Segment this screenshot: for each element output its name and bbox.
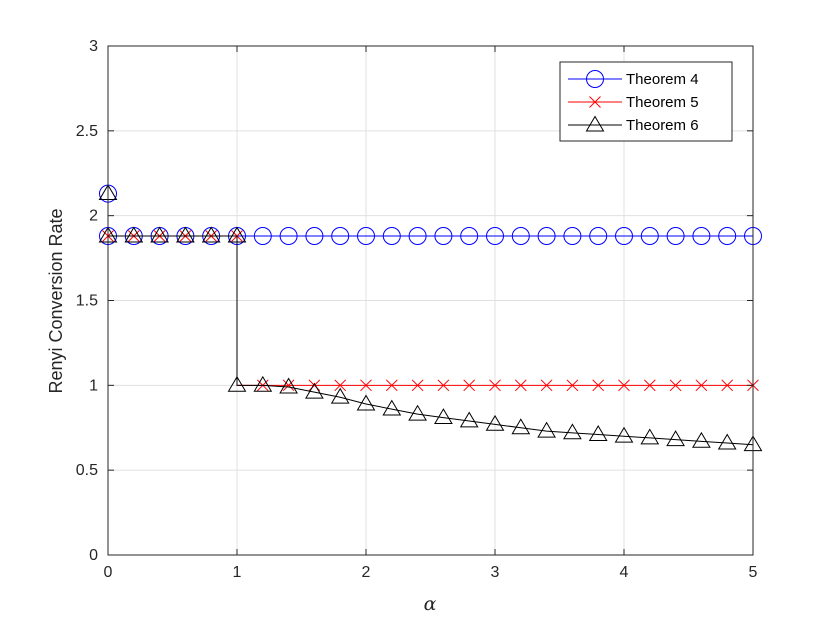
triangle-marker: [511, 418, 531, 435]
x-marker: [437, 379, 450, 392]
circle-marker: [382, 227, 401, 246]
triangle-marker: [459, 411, 479, 428]
circle-marker: [589, 227, 608, 246]
circle-marker: [331, 227, 350, 246]
x-tick-label: 3: [491, 564, 500, 581]
legend-label: Theorem 6: [626, 117, 699, 134]
circle-marker: [279, 227, 298, 246]
legend-entry: Theorem 6: [568, 115, 699, 134]
x-marker: [721, 379, 734, 392]
circle-marker: [460, 227, 479, 246]
x-marker: [514, 379, 527, 392]
circle-marker: [718, 227, 737, 246]
circle-marker: [357, 227, 375, 246]
legend-label: Theorem 4: [626, 71, 699, 88]
circle-marker: [408, 227, 427, 246]
x-marker: [360, 379, 372, 392]
y-tick-label: 2: [89, 208, 98, 225]
triangle-marker: [124, 226, 144, 243]
y-tick-label: 0.5: [76, 462, 98, 479]
triangle-marker: [382, 399, 402, 416]
triangle-marker: [253, 375, 273, 392]
triangle-marker: [537, 421, 556, 438]
triangle-marker: [279, 377, 298, 394]
circle-marker: [692, 227, 711, 246]
axes-box: [107, 45, 754, 556]
y-tick-label: 0: [89, 547, 98, 564]
triangle-marker: [305, 382, 324, 399]
y-tick-label: 3: [89, 38, 98, 55]
x-tick-label: 0: [104, 564, 113, 581]
triangle-marker: [150, 226, 169, 243]
triangle-marker: [717, 433, 737, 450]
x-marker: [385, 379, 398, 392]
triangle-marker: [692, 431, 711, 448]
triangle-marker: [356, 394, 376, 411]
x-marker: [282, 379, 295, 392]
circle-marker: [586, 70, 604, 88]
axes-frame: [107, 45, 754, 556]
triangle-marker: [588, 425, 608, 441]
circle-marker: [640, 227, 659, 246]
x-marker: [643, 379, 656, 392]
triangle-marker: [201, 226, 221, 243]
x-marker: [669, 379, 682, 392]
legend: Theorem 4 Theorem 5 Theorem 6: [559, 61, 733, 142]
x-marker: [411, 379, 424, 392]
x-marker: [695, 379, 708, 392]
x-tick-label: 2: [362, 564, 371, 581]
series-line: [107, 193, 754, 446]
x-marker: [540, 379, 553, 392]
circle-marker: [615, 227, 633, 246]
x-marker: [566, 379, 579, 392]
x-tick-label: 1: [233, 564, 242, 581]
x-marker: [589, 96, 601, 108]
circle-marker: [486, 227, 504, 246]
circle-marker: [563, 227, 582, 246]
triangle-marker: [176, 226, 195, 243]
x-tick-label: 5: [749, 564, 758, 581]
y-tick-label: 1: [89, 377, 98, 394]
series-3: [98, 184, 763, 452]
triangle-marker: [614, 426, 634, 443]
circle-marker: [537, 227, 556, 246]
x-tick-label: 4: [620, 564, 629, 581]
triangle-marker: [227, 375, 247, 392]
x-marker: [618, 379, 630, 392]
circle-marker: [253, 227, 272, 246]
y-tick-label: 1.5: [76, 293, 98, 310]
legend-label: Theorem 5: [626, 94, 699, 111]
triangle-marker: [640, 428, 660, 445]
triangle-marker: [563, 423, 582, 440]
x-marker: [334, 379, 347, 392]
legend-entry: Theorem 5: [568, 94, 699, 111]
triangle-marker: [227, 226, 247, 243]
legend-entry: Theorem 4: [568, 70, 699, 88]
triangle-marker: [585, 115, 605, 132]
tick-labels: 0 1 2 3 4 5 0 0.5 1 1.5 2 2.5 3: [76, 38, 758, 581]
triangle-marker: [434, 408, 453, 425]
y-tick-label: 2.5: [76, 123, 98, 140]
x-axis-label: α: [424, 593, 437, 615]
x-marker: [592, 379, 605, 392]
triangle-marker: [485, 414, 505, 431]
circle-marker: [666, 227, 685, 246]
y-axis-label: Renyi Conversion Rate: [46, 208, 66, 393]
triangle-marker: [408, 404, 427, 421]
x-marker: [463, 379, 476, 392]
triangle-marker: [330, 387, 350, 404]
triangle-marker: [666, 430, 685, 447]
circle-marker: [434, 227, 453, 246]
circle-marker: [511, 227, 530, 246]
x-marker: [489, 379, 501, 392]
circle-marker: [305, 227, 324, 246]
